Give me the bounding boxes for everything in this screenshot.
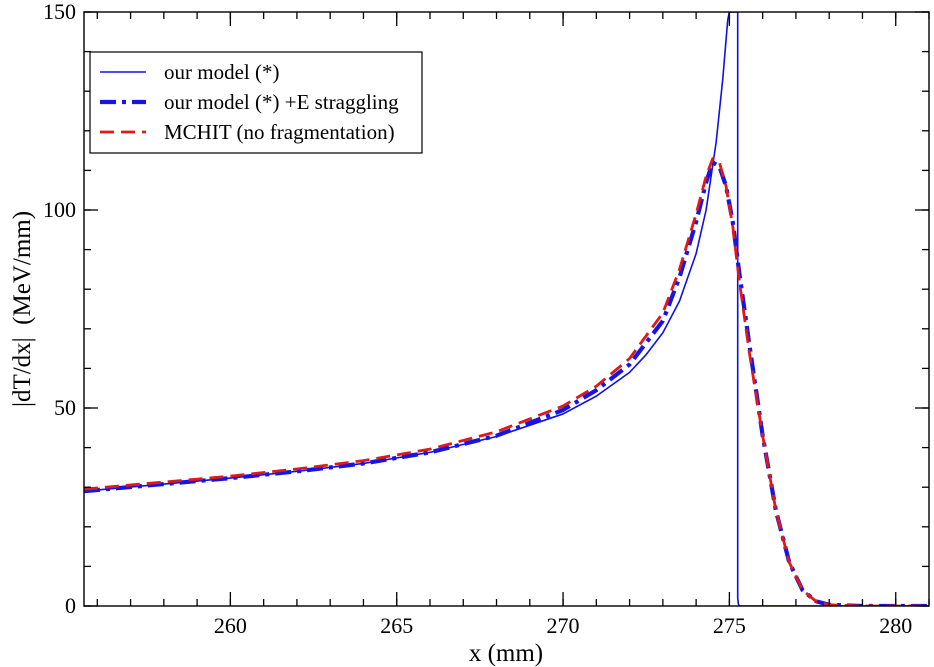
y-tick-label: 0 <box>65 593 76 618</box>
x-tick-label: 260 <box>214 613 247 638</box>
x-tick-label: 275 <box>713 613 746 638</box>
y-tick-label: 50 <box>54 395 76 420</box>
series-line-2 <box>84 160 929 606</box>
series-layer <box>84 12 929 606</box>
x-tick-label: 280 <box>879 613 912 638</box>
legend-box <box>89 51 423 154</box>
x-tick-label: 270 <box>547 613 580 638</box>
y-axis-label: |dT/dx| (MeV/mm) <box>9 211 36 407</box>
legend-label-2: our model (*) +E straggling <box>164 90 399 114</box>
plot-frame <box>83 11 930 607</box>
legend: our model (*) our model (*) +E straggling… <box>89 51 423 154</box>
x-axis-label: x (mm) <box>469 640 543 667</box>
x-tick-label: 265 <box>380 613 413 638</box>
y-tick-label: 150 <box>43 0 76 24</box>
y-tick-label: 100 <box>43 197 76 222</box>
legend-label-1: our model (*) <box>164 60 279 84</box>
series-line-3 <box>84 157 929 606</box>
legend-label-3: MCHIT (no fragmentation) <box>164 120 395 144</box>
